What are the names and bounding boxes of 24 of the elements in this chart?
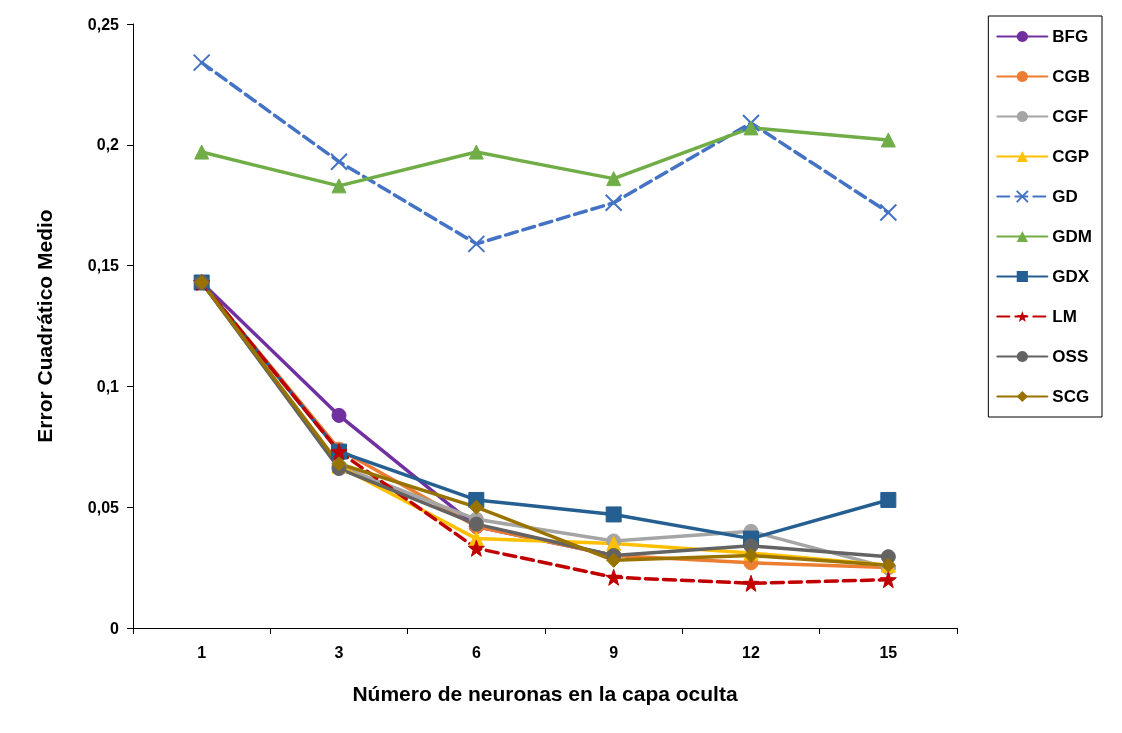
x-tick-label: 6 xyxy=(471,643,481,661)
x-tick-label: 3 xyxy=(334,643,344,661)
legend-label: GDX xyxy=(1052,267,1090,286)
legend-label: OSS xyxy=(1052,347,1089,366)
x-tick-label: 15 xyxy=(879,643,898,661)
x-tick-label: 1 xyxy=(197,643,207,661)
legend-label: CGF xyxy=(1052,107,1089,126)
y-tick-label: 0,15 xyxy=(87,257,120,275)
legend-label: CGP xyxy=(1052,147,1090,166)
y-tick-label: 0,2 xyxy=(96,136,120,154)
y-tick-label: 0,05 xyxy=(87,498,120,516)
x-axis-title: Número de neuronas en la capa oculta xyxy=(352,682,738,705)
legend-label: SCG xyxy=(1052,387,1090,406)
legend-label: BFG xyxy=(1052,27,1089,46)
x-tick-label: 12 xyxy=(742,643,760,661)
y-axis-title: Error Cuadrático Medio xyxy=(33,209,56,443)
y-tick-label: 0 xyxy=(110,619,120,637)
x-tick-label: 9 xyxy=(609,643,619,661)
legend-label: GDM xyxy=(1052,227,1093,246)
y-tick-label: 0,25 xyxy=(87,15,120,33)
legend-label: LM xyxy=(1052,307,1077,326)
y-tick-label: 0,1 xyxy=(96,377,120,395)
legend-label: CGB xyxy=(1052,67,1091,86)
legend-label: GD xyxy=(1052,187,1078,206)
